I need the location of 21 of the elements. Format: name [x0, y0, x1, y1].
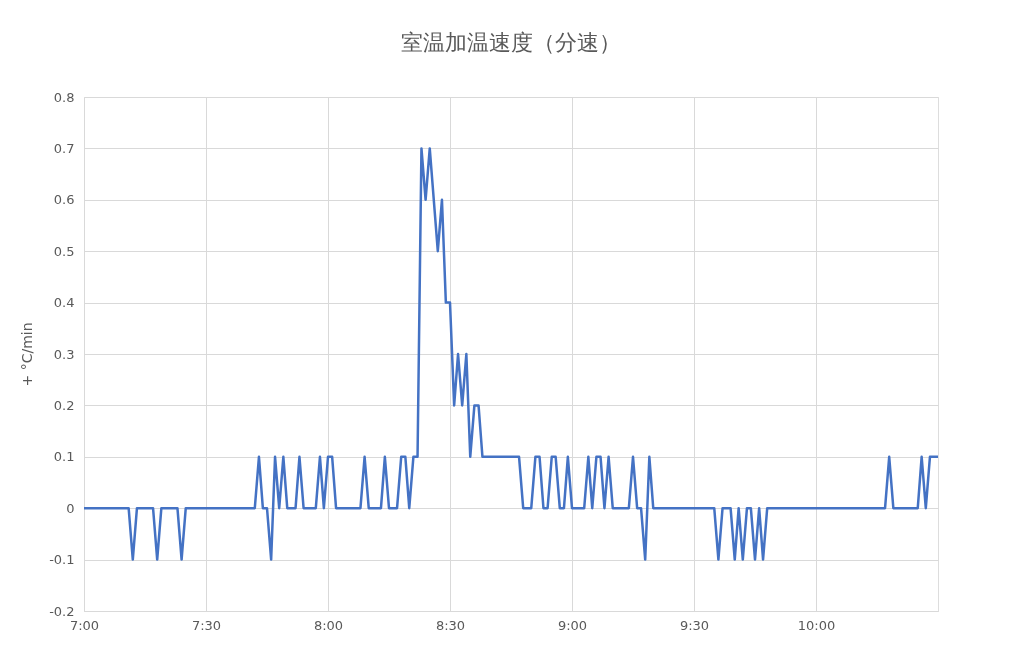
- y-tick-label: 0: [66, 500, 75, 516]
- y-tick-label: -0.1: [49, 552, 75, 568]
- x-tick-label: 7:00: [69, 617, 100, 633]
- y-axis-title: + °C/min: [19, 322, 36, 387]
- y-tick-label: 0.1: [53, 449, 75, 465]
- y-tick-label: 0.5: [53, 243, 75, 259]
- x-tick-label: 8:00: [313, 617, 344, 633]
- x-tick-label: 9:00: [557, 617, 588, 633]
- x-tick-label: 9:30: [679, 617, 710, 633]
- y-tick-label: 0.6: [53, 192, 75, 208]
- y-tick-label: 0.4: [53, 295, 75, 311]
- y-tick-label: 0.8: [53, 89, 75, 105]
- x-tick-label: 7:30: [191, 617, 222, 633]
- chart-title: 室温加温速度（分速）: [401, 30, 621, 55]
- line-series: [82, 147, 940, 561]
- y-tick-label: 0.7: [53, 140, 75, 156]
- x-tick-label: 8:30: [435, 617, 466, 633]
- y-tick-label: -0.2: [49, 603, 75, 619]
- x-tick-label: 10:00: [797, 617, 836, 633]
- y-tick-label: 0.2: [53, 397, 75, 413]
- y-tick-label: 0.3: [53, 346, 75, 362]
